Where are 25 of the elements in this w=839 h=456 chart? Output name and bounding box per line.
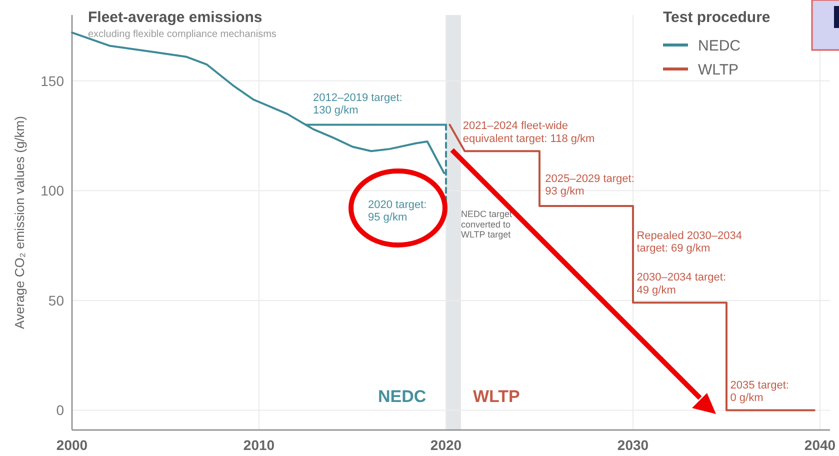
y-axis-title: Average CO₂ emission values (g/km)	[12, 116, 27, 329]
y-tick-label: 50	[48, 292, 64, 308]
annotation: 2035 target: 0 g/km	[730, 379, 789, 404]
annotation: NEDC target converted to WLTP target	[460, 209, 512, 240]
x-tick-label: 2020	[430, 437, 462, 453]
annotation: 2030–2034 target: 49 g/km	[636, 272, 726, 296]
y-tick-label: 150	[40, 72, 64, 89]
text: excluding flexible compliance mechanisms	[88, 29, 276, 40]
x-tick-label: 2000	[56, 437, 88, 453]
annotation: NEDC	[378, 387, 426, 406]
annotation: 2020 target: 95 g/km	[368, 199, 427, 224]
legend-title: Test procedure	[663, 9, 770, 26]
annotation: 2021–2024 fleet-wide equivalent target: 118 g/km	[462, 120, 595, 145]
x-tick-label: 2030	[617, 437, 649, 453]
y-tick-label: 0	[56, 402, 64, 418]
annotation: 2012–2019 target: 130 g/km	[313, 92, 402, 117]
legend-label: WLTP	[698, 61, 739, 78]
x-tick-label: 2010	[243, 437, 275, 453]
annotation: 2025–2029 target: 93 g/km	[545, 172, 634, 198]
annotation: Repealed 2030–2034 target: 69 g/km	[636, 230, 742, 255]
legend-label: NEDC	[698, 37, 741, 54]
chart-title: Fleet-average emissions	[88, 9, 262, 26]
y-tick-label: 100	[40, 182, 64, 199]
x-tick-label: 2040	[804, 437, 836, 453]
annotation: WLTP	[473, 387, 520, 406]
